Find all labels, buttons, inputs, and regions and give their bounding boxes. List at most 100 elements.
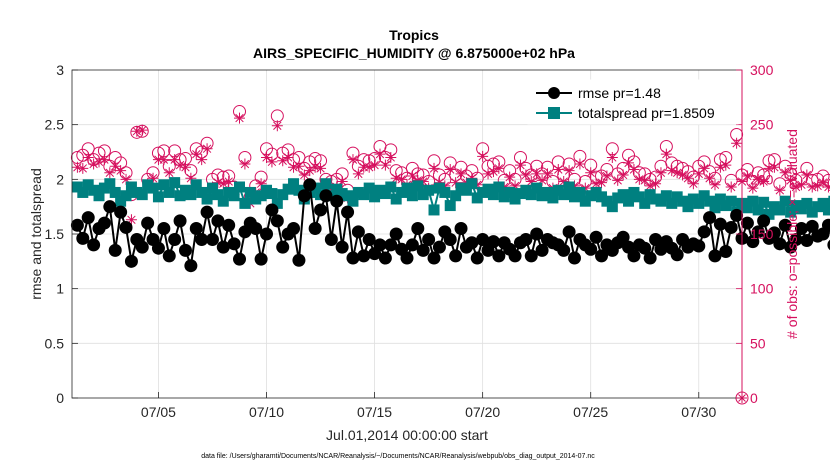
obs-evaluated-point <box>136 124 148 136</box>
totalspread-point <box>660 190 672 202</box>
totalspread-point <box>623 195 635 207</box>
obs-evaluated-point <box>596 177 608 189</box>
obs-evaluated-point <box>563 165 575 177</box>
obs-evaluated-point <box>698 162 710 174</box>
totalspread-point <box>639 197 651 209</box>
obs-evaluated-point <box>633 173 645 185</box>
obs-evaluated-point <box>277 155 289 167</box>
left-y-tick-label: 3 <box>56 62 64 78</box>
rmse-point <box>805 219 819 233</box>
totalspread-point <box>617 189 629 201</box>
rmse-point <box>649 232 663 246</box>
obs-evaluated-point <box>147 172 159 184</box>
rmse-point <box>135 240 149 254</box>
rmse-point <box>357 249 371 263</box>
obs-evaluated-point <box>585 167 597 179</box>
totalspread-point <box>525 189 537 201</box>
totalspread-point <box>741 202 753 214</box>
axis-ticks <box>72 69 742 399</box>
obs-evaluated-point <box>315 162 327 174</box>
rmse-point <box>200 205 214 219</box>
obs-evaluated-point <box>131 125 143 137</box>
right-y-tick-label: 100 <box>750 281 774 297</box>
rmse-point <box>189 222 203 236</box>
totalspread-point <box>606 201 618 213</box>
rmse-point <box>70 218 84 232</box>
left-y-tick-label: 2.5 <box>45 117 65 133</box>
legend-spread-label: totalspread pr=1.8509 <box>578 105 715 121</box>
legend-box <box>527 79 739 125</box>
rmse-point <box>703 211 717 225</box>
totalspread-point <box>206 182 218 194</box>
rmse-point <box>730 208 744 222</box>
totalspread-point <box>428 204 440 216</box>
rmse-point <box>740 216 754 230</box>
totalspread-point <box>228 190 240 202</box>
left-y-tick-label: 0.5 <box>45 335 65 351</box>
obs-evaluated-point <box>88 158 100 170</box>
rmse-point <box>108 243 122 257</box>
obs-evaluated-point <box>671 167 683 179</box>
rmse-point <box>205 232 219 246</box>
rmse-point <box>389 227 403 241</box>
rmse-point <box>270 214 284 228</box>
totalspread-point <box>785 206 797 218</box>
rmse-point <box>432 240 446 254</box>
rmse-point <box>670 248 684 262</box>
obs-evaluated-point <box>379 159 391 171</box>
rmse-point <box>584 242 598 256</box>
totalspread-point <box>487 189 499 201</box>
obs-evaluated-point <box>731 137 743 149</box>
totalspread-point <box>271 197 283 209</box>
rmse-point <box>827 239 830 251</box>
obs-evaluated-point <box>406 170 418 182</box>
rmse-point <box>157 222 171 236</box>
left-y-tick-label: 2 <box>56 171 64 187</box>
totalspread-point <box>234 181 245 193</box>
obs-evaluated-point <box>109 160 121 172</box>
obs-evaluated-point <box>82 151 94 163</box>
rmse-point <box>697 225 711 239</box>
totalspread-point <box>266 188 278 200</box>
obs-evaluated-point <box>758 176 770 188</box>
totalspread-point <box>714 193 726 205</box>
rmse-point <box>486 235 500 249</box>
obs-evaluated-point <box>812 180 824 192</box>
obs-evaluated-point <box>520 169 532 181</box>
obs-evaluated-point <box>790 181 802 193</box>
rmse-point <box>470 251 484 265</box>
obs-evaluated-point <box>455 168 467 180</box>
obs-evaluated-point <box>644 180 656 192</box>
obs-evaluated-point <box>704 172 716 184</box>
obs-evaluated-point <box>234 112 245 124</box>
rmse-point <box>292 253 306 267</box>
obs-evaluated-point <box>785 174 797 186</box>
obs-evaluated-point <box>741 170 753 182</box>
x-tick-label: 07/05 <box>141 404 176 420</box>
rmse-point <box>411 222 425 236</box>
totalspread-point <box>77 186 89 198</box>
totalspread-point <box>185 189 197 201</box>
rmse-point <box>724 220 738 234</box>
right-y-axis: 0 50 100 150 200 250 300 <box>741 62 774 406</box>
totalspread-point <box>385 181 397 193</box>
rmse-point <box>627 249 641 263</box>
totalspread-point <box>779 195 791 207</box>
x-tick-label: 07/15 <box>357 404 392 420</box>
obs-evaluated-point <box>601 170 613 182</box>
rmse-point <box>778 218 792 232</box>
rmse-point <box>81 211 95 225</box>
obs-evaluated-point <box>768 161 780 173</box>
rmse-point <box>465 236 479 250</box>
obs-evaluated-point <box>477 150 489 162</box>
obs-evaluated-point <box>677 169 689 181</box>
rmse-point <box>589 230 603 244</box>
totalspread-point <box>752 204 764 216</box>
totalspread-point <box>104 178 116 190</box>
rmse-point <box>173 214 187 228</box>
totalspread-point <box>828 195 830 207</box>
right-y-tick-label: 50 <box>750 335 766 351</box>
rmse-point <box>254 252 268 266</box>
obs-evaluated-point <box>239 158 251 170</box>
rmse-point <box>773 237 787 251</box>
